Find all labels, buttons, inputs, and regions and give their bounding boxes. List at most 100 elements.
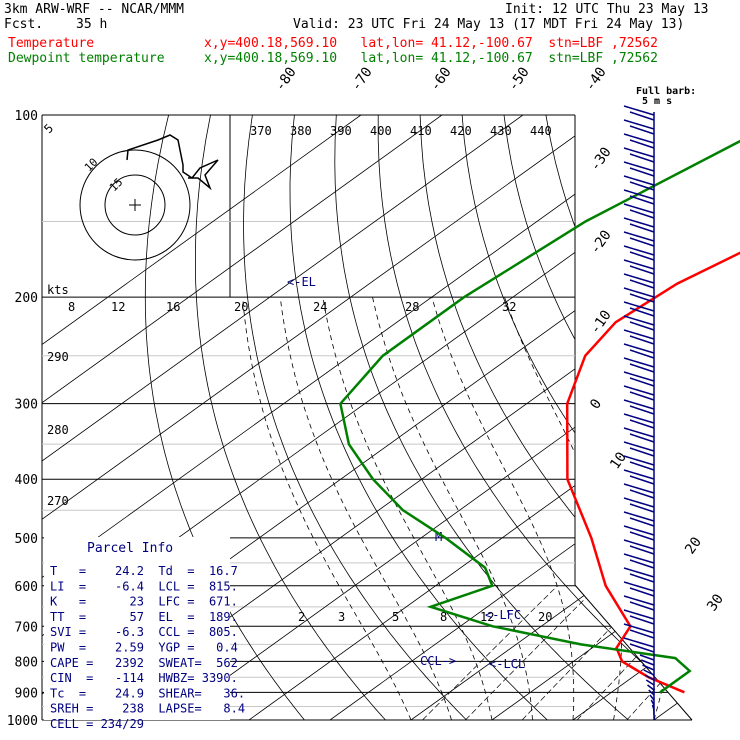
kts-label: kts (47, 283, 69, 297)
dry-adiabat (671, 115, 692, 720)
mixing-ratio-label: 12 (480, 610, 494, 624)
dry-adiabat (419, 115, 692, 720)
isotherm-label: -30 (587, 144, 615, 174)
wind-barb (623, 343, 655, 354)
wind-barb (629, 195, 655, 205)
isotherm-label: -80 (272, 64, 300, 94)
isotherm-label: -60 (427, 64, 455, 94)
hodograph-ring (104, 174, 166, 236)
dry-adiabat (334, 115, 629, 720)
isotherm (735, 115, 740, 720)
moist-adiabat (242, 297, 412, 720)
theta-label: 440 (530, 124, 552, 138)
mixing-ratio-label: 20 (234, 300, 248, 314)
wind-barb (629, 167, 655, 177)
wind-barb (629, 573, 655, 583)
wind-barb (623, 581, 655, 592)
wind-barb (623, 567, 655, 578)
wind-barb (629, 559, 655, 569)
wind-barb (629, 181, 655, 191)
mixing-ratio-line (465, 585, 599, 720)
dry-adiabat (289, 115, 548, 720)
wind-barb (629, 517, 655, 527)
wind-barbs: Full barb:5 m s (623, 86, 696, 720)
parcel-info-row: CIN = -114 HWBZ= 3390. (50, 671, 238, 685)
wind-barb (623, 637, 655, 648)
parcel-info-row: Tc = 24.9 SHEAR= 36. (50, 686, 245, 700)
wind-barb (623, 455, 655, 466)
forecast-label: Fcst. (4, 17, 44, 32)
theta-label: 410 (410, 124, 432, 138)
wind-barb (629, 349, 655, 359)
pressure-tick-label: 1000 (7, 714, 38, 729)
isotherm-label: -40 (582, 64, 610, 94)
theta-label: 420 (450, 124, 472, 138)
wind-barb (623, 371, 655, 382)
mixing-ratio-label: 8 (68, 300, 75, 314)
temperature-profile (565, 251, 740, 694)
mixing-ratio-label: 32 (502, 300, 516, 314)
lfc-marker: <-LFC (485, 608, 521, 622)
ccl-marker: CCL-> (420, 654, 456, 668)
isotherm (572, 115, 692, 720)
pressure-tick-label: 300 (15, 398, 38, 413)
isotherm-label: -50 (505, 64, 533, 94)
wind-barb (623, 301, 655, 312)
wind-barb (629, 265, 655, 275)
isotherm (653, 115, 692, 720)
wind-barb (629, 615, 655, 625)
parcel-info-row: SREH = 238 LAPSE= 8.4 (50, 702, 245, 716)
dry-adiabat-label: 280 (47, 423, 69, 437)
mixing-ratio-label: 24 (313, 300, 327, 314)
wind-barb (629, 419, 655, 429)
pressure-tick-label: 900 (15, 686, 38, 701)
dewpoint-legend: Dewpoint temperature (8, 51, 165, 66)
hodograph-trace (126, 134, 219, 191)
dry-adiabat (629, 115, 692, 720)
theta-label: 380 (290, 124, 312, 138)
isotherm (248, 115, 692, 720)
moist-adiabat (372, 297, 533, 720)
wind-barb (629, 461, 655, 471)
pressure-tick-label: 100 (15, 109, 38, 124)
wind-barb (623, 413, 655, 424)
isotherm-label: 30 (704, 591, 727, 614)
moist-adiabat (735, 297, 740, 720)
parcel-info-row: T = 24.2 Td = 16.7 (50, 564, 238, 578)
theta-label: 400 (370, 124, 392, 138)
parcel-box-bg (44, 537, 230, 720)
wind-barb (623, 385, 655, 396)
wind-barb (629, 405, 655, 415)
wind-barb (623, 105, 655, 116)
temperature-location: x,y=400.18,569.10 lat,lon= 41.12,-100.67… (204, 36, 658, 51)
mixing-ratio-label: 28 (405, 300, 419, 314)
m-marker: M (435, 530, 442, 544)
wind-barb (623, 595, 655, 606)
parcel-info-box: Parcel Info T = 24.2 Td = 16.7LI = -6.4 L… (44, 537, 245, 731)
wind-barb (629, 293, 655, 303)
pressure-tick-label: 500 (15, 532, 38, 547)
wind-barb (629, 489, 655, 499)
pressure-tick-label: 400 (15, 473, 38, 488)
wind-barb (629, 153, 655, 163)
valid-time: Valid: 23 UTC Fri 24 May 13 (17 MDT Fri … (293, 17, 685, 32)
wind-barb (623, 259, 655, 270)
wind-barb (629, 531, 655, 541)
wind-barb (629, 335, 655, 345)
theta-label: 390 (330, 124, 352, 138)
isotherm-label: 0 (587, 396, 605, 412)
mixing-ratio-line (422, 585, 558, 720)
wind-barb (623, 399, 655, 410)
wind-barb (649, 694, 655, 701)
mixing-ratio-label: 16 (166, 300, 180, 314)
wind-barb (629, 111, 655, 121)
wind-barb (642, 664, 655, 671)
dry-adiabat (587, 115, 692, 720)
model-title: 3km ARW-WRF -- NCAR/MMM (4, 2, 185, 17)
wind-barb (623, 245, 655, 256)
isotherm (42, 115, 524, 720)
wind-barb (623, 539, 655, 550)
wind-barb (623, 133, 655, 144)
wind-barb-key-value: 5 m s (642, 96, 672, 107)
pressure-tick-label: 600 (15, 580, 38, 595)
